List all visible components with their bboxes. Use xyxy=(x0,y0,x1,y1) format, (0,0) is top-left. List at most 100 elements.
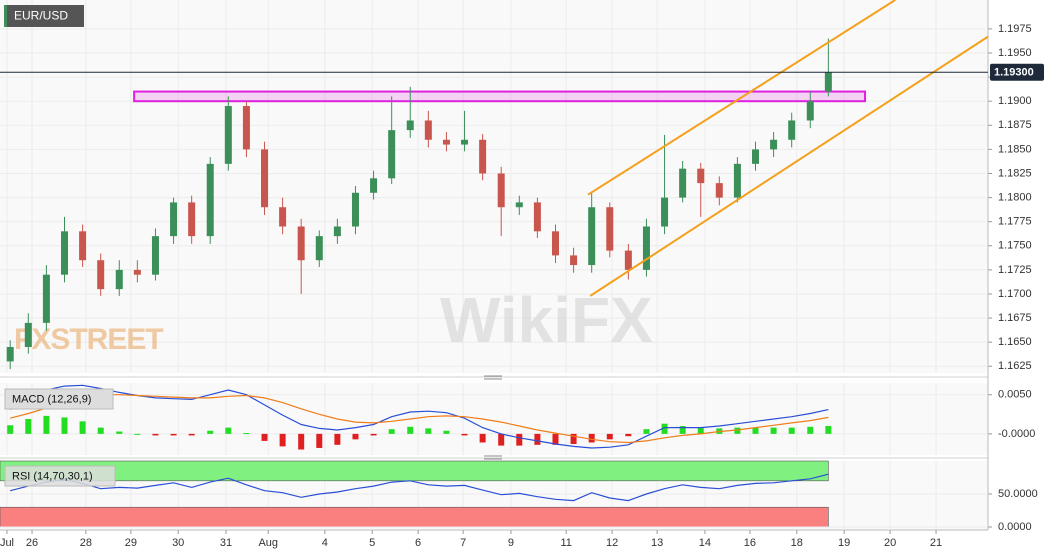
candle-body xyxy=(642,226,650,270)
histogram-bar xyxy=(534,433,541,445)
x-tick-label: 20 xyxy=(884,537,896,549)
symbol-box xyxy=(4,5,84,27)
x-tick-label: 21 xyxy=(930,537,942,549)
y-tick-label: 1.1775 xyxy=(998,216,1032,228)
resize-handle[interactable] xyxy=(484,455,502,460)
y-tick-label: 1.1750 xyxy=(998,240,1032,252)
candle-body xyxy=(206,163,214,237)
y-tick-label: 1.1725 xyxy=(998,264,1032,276)
candle-body xyxy=(370,178,378,193)
histogram-bar xyxy=(352,433,359,440)
histogram-bar xyxy=(279,433,286,447)
candle-body xyxy=(133,269,141,275)
candle-body xyxy=(61,231,69,275)
candle-body xyxy=(79,231,87,261)
y-tick-label: 0.0050 xyxy=(998,389,1032,401)
macd-panel xyxy=(0,383,988,455)
candle-body xyxy=(188,202,196,237)
histogram-bar xyxy=(207,430,214,434)
y-tick-label: 1.1850 xyxy=(998,143,1032,155)
candle-body xyxy=(606,207,614,251)
histogram-bar xyxy=(334,433,341,445)
candle-body xyxy=(752,149,760,164)
resize-handle[interactable] xyxy=(484,375,502,380)
histogram-bar xyxy=(679,426,686,434)
y-tick-label: -0.0000 xyxy=(998,428,1035,440)
x-tick-label: 5 xyxy=(369,537,375,549)
histogram-bar xyxy=(552,433,559,445)
y-tick-label: 1.1800 xyxy=(998,191,1032,203)
candle-body xyxy=(824,72,832,92)
macd-label-box xyxy=(4,388,114,410)
candle-body xyxy=(42,274,50,323)
y-tick-label: 1.1975 xyxy=(998,23,1032,35)
histogram-bar xyxy=(606,433,613,440)
rsi-band xyxy=(0,506,829,528)
histogram-bar xyxy=(734,427,741,434)
channel-line xyxy=(589,35,989,297)
resistance-zone xyxy=(133,90,867,103)
x-tick-label: 12 xyxy=(606,537,618,549)
x-tick-label: 4 xyxy=(322,537,328,549)
candle-body xyxy=(479,139,487,174)
candle-body xyxy=(297,226,305,261)
candle-body xyxy=(806,101,814,121)
candle-body xyxy=(315,236,323,261)
histogram-bar xyxy=(788,427,795,434)
histogram-bar xyxy=(479,433,486,443)
candle-body xyxy=(533,202,541,232)
y-tick-label: 50.0000 xyxy=(998,488,1038,500)
histogram-bar xyxy=(170,433,177,436)
candle-body xyxy=(661,197,669,227)
candle-body xyxy=(588,207,596,266)
histogram-bar xyxy=(825,426,832,434)
x-tick-label: Jul xyxy=(0,537,14,549)
candle-body xyxy=(406,120,414,131)
y-tick-label: 0.0000 xyxy=(998,521,1032,533)
candle-body xyxy=(388,130,396,179)
y-tick-label: 1.1950 xyxy=(998,47,1032,59)
x-tick-label: 16 xyxy=(744,537,756,549)
current-price-label: 1.19300 xyxy=(994,67,1034,79)
candle-body xyxy=(733,163,741,198)
channel-line xyxy=(587,0,896,196)
histogram-bar xyxy=(661,423,668,434)
histogram-bar xyxy=(570,433,577,445)
y-tick-label: 1.1875 xyxy=(998,119,1032,131)
x-tick-label: 18 xyxy=(791,537,803,549)
histogram-bar xyxy=(43,415,50,434)
candle-body xyxy=(115,269,123,290)
histogram-bar xyxy=(152,433,159,436)
rsi-line xyxy=(10,473,829,502)
histogram-bar xyxy=(370,433,377,436)
candle-body xyxy=(97,260,105,290)
candle-body xyxy=(570,255,578,266)
candle-body xyxy=(715,183,723,198)
candle-body xyxy=(461,139,469,145)
y-tick-label: 1.1825 xyxy=(998,167,1032,179)
candle-body xyxy=(170,202,178,237)
x-tick-label: 6 xyxy=(415,537,421,549)
x-tick-label: Aug xyxy=(258,537,278,549)
macd-line xyxy=(9,384,829,449)
candle-body xyxy=(442,139,450,145)
histogram-bar xyxy=(498,433,505,446)
histogram-bar xyxy=(407,426,414,434)
histogram-bar xyxy=(61,417,68,434)
candle-body xyxy=(351,192,359,227)
histogram-bar xyxy=(188,433,195,436)
histogram-bar xyxy=(243,433,250,435)
histogram-bar xyxy=(770,427,777,434)
histogram-bar xyxy=(225,427,232,434)
candle-body xyxy=(279,207,287,227)
candle-body xyxy=(551,231,559,256)
plot-layer: Jul 26 28 29 30 31 Aug 4 5 6 7 9 11 12 13 14 16 18 19 20 21 1… xyxy=(0,0,1044,549)
histogram-bar xyxy=(7,425,14,434)
macd-line xyxy=(10,394,829,444)
histogram-bar xyxy=(461,433,468,436)
histogram-bar xyxy=(261,433,268,441)
macd-label: MACD (12,26,9) xyxy=(12,393,91,405)
current-price-box xyxy=(990,63,1044,81)
rsi-band xyxy=(0,460,829,482)
